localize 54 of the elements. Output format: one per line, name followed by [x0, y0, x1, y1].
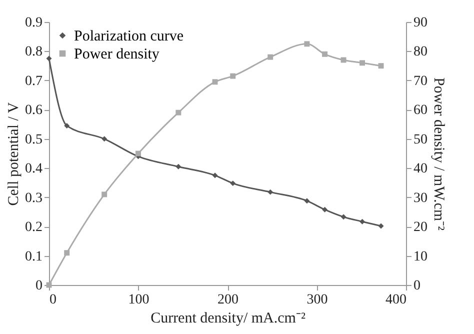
x-tick-label: 100: [128, 292, 150, 308]
point: [102, 192, 108, 198]
point: [378, 63, 384, 69]
point: [360, 218, 366, 224]
y-tick-label: 0.5: [25, 132, 42, 148]
point: [268, 189, 274, 195]
point: [230, 180, 236, 186]
y2-tick-label: 90: [414, 16, 428, 30]
point: [46, 56, 52, 62]
y-tick-label: 0.1: [25, 249, 42, 264]
y-tick-label: 0.8: [25, 44, 42, 60]
point: [230, 73, 236, 79]
y-axis-title: Cell potential / V: [6, 102, 22, 206]
y-tick-label: 0.6: [25, 103, 42, 118]
x-tick-label: 0: [50, 292, 56, 308]
point: [322, 51, 328, 57]
point: [304, 41, 310, 47]
y2-tick-label: 70: [414, 74, 428, 89]
x-tick-label: 200: [218, 292, 238, 308]
x-tick-label: 300: [306, 292, 328, 308]
x-axis-title: Current density/ mA.cm⁻²: [150, 310, 306, 326]
y2-tick-label: 40: [414, 162, 428, 177]
point: [268, 54, 274, 60]
legend-label: Power density: [74, 46, 160, 62]
legend-label: Polarization curve: [74, 28, 184, 44]
point: [176, 110, 182, 116]
point: [136, 150, 141, 156]
y2-tick-label: 0: [414, 278, 420, 294]
point: [340, 57, 346, 63]
point: [212, 172, 218, 178]
y-tick-label: 0: [36, 278, 42, 294]
point: [378, 223, 384, 229]
x-tick-label: 400: [386, 292, 406, 308]
y2-tick-label: 10: [414, 249, 428, 264]
y-tick-label: 0.3: [25, 190, 42, 206]
point: [360, 60, 366, 66]
point: [64, 250, 70, 256]
y2-tick-label: 50: [414, 132, 428, 148]
y-tick-label: 0.4: [25, 162, 42, 177]
point: [322, 206, 328, 212]
point: [340, 214, 346, 220]
y2-tick-label: 80: [414, 44, 428, 60]
point: [304, 198, 310, 204]
y-tick-label: 0.9: [25, 16, 42, 30]
point: [102, 136, 108, 142]
y2-axis-title: Power density / mW.cm⁻²: [430, 77, 446, 232]
y2-tick-label: 20: [414, 220, 428, 236]
y2-tick-label: 60: [414, 103, 428, 118]
y-tick-label: 0.2: [25, 220, 42, 236]
point: [176, 164, 182, 170]
y2-tick-label: 30: [414, 190, 428, 206]
point: [212, 79, 218, 85]
point: [64, 123, 70, 128]
y-tick-label: 0.7: [25, 74, 42, 89]
